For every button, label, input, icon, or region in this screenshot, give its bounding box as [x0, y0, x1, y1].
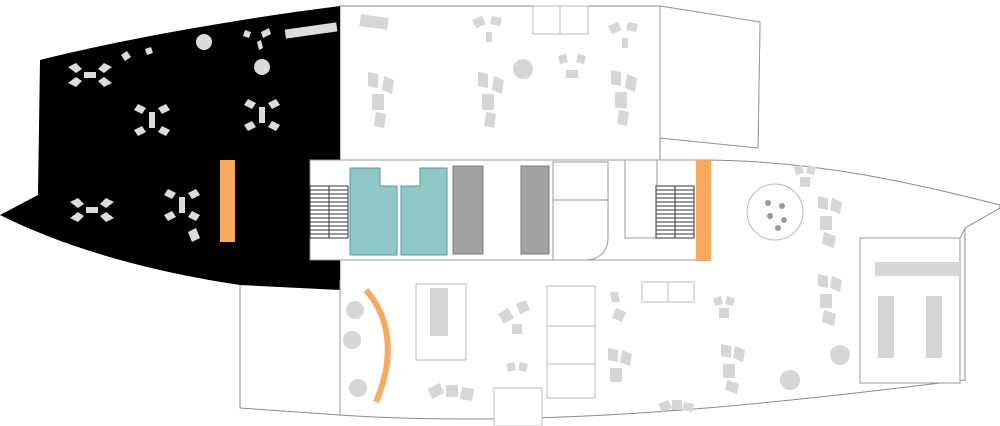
workstation-cluster-icon: [498, 300, 530, 334]
workstation-cluster-icon: [428, 383, 474, 401]
workstation-cluster-icon: [794, 165, 816, 187]
chair-icon: [188, 228, 200, 242]
workstation-cluster-icon: [558, 54, 586, 78]
workstation-cluster-icon: [134, 104, 170, 136]
dark-workspace-zone: [0, 6, 340, 290]
workstation-cluster-icon: [610, 292, 626, 322]
workstation-cluster-icon: [608, 348, 632, 382]
workstation-cluster-icon: [658, 400, 694, 412]
workstation-cluster-icon: [818, 196, 842, 248]
workstation-cluster-icon: [721, 344, 745, 394]
feature-wall-south: [363, 288, 391, 404]
interior-wall: [959, 227, 966, 239]
round-table-icon: [254, 59, 270, 75]
workstation-cluster-icon: [68, 63, 112, 87]
workstation-cluster-icon: [506, 362, 528, 372]
south-office-furniture: [343, 281, 745, 426]
round-table-icon: [830, 345, 850, 365]
workstation-cluster-icon: [70, 198, 114, 222]
storage-room: [624, 159, 658, 239]
meeting-room-2: [400, 167, 448, 256]
desk: [359, 14, 389, 30]
workstation-cluster-icon: [611, 70, 637, 126]
workstation-cluster-icon: [608, 22, 638, 48]
workstation-cluster-icon: [121, 47, 153, 61]
bench: [926, 296, 942, 358]
meeting-room-1: [349, 167, 398, 256]
bench: [284, 22, 338, 39]
lounge-zone: [746, 165, 961, 390]
room-outline: [546, 285, 596, 399]
north-office-furniture: [359, 5, 638, 128]
service-block-2: [520, 165, 550, 255]
southeast-room: [859, 237, 961, 384]
round-table-icon: [196, 34, 212, 50]
lift-lobby: [552, 161, 609, 261]
workstation-cluster-icon: [818, 274, 842, 326]
desk: [430, 288, 448, 336]
room-outline: [493, 387, 543, 426]
workstation-cluster-icon: [478, 72, 504, 128]
stair-icon: [655, 185, 695, 239]
feature-wall-west: [220, 160, 235, 242]
workstation-cluster-icon: [244, 99, 280, 131]
dark-zone-furniture: [68, 22, 338, 242]
workstation-cluster-icon: [713, 296, 735, 318]
bench: [878, 296, 894, 358]
stair-icon: [309, 185, 349, 239]
round-table-icon: [746, 183, 804, 241]
round-table-icon: [780, 370, 800, 390]
feature-wall-core: [696, 160, 711, 261]
service-block-1: [452, 165, 484, 255]
workstation-cluster-icon: [368, 72, 394, 128]
workstation-cluster-icon: [164, 189, 200, 221]
workstation-cluster-icon: [472, 16, 502, 42]
workstation-cluster-icon: [243, 28, 271, 50]
north-east-wing: [659, 5, 761, 149]
counter: [875, 262, 960, 276]
round-table-icon: [513, 59, 533, 79]
